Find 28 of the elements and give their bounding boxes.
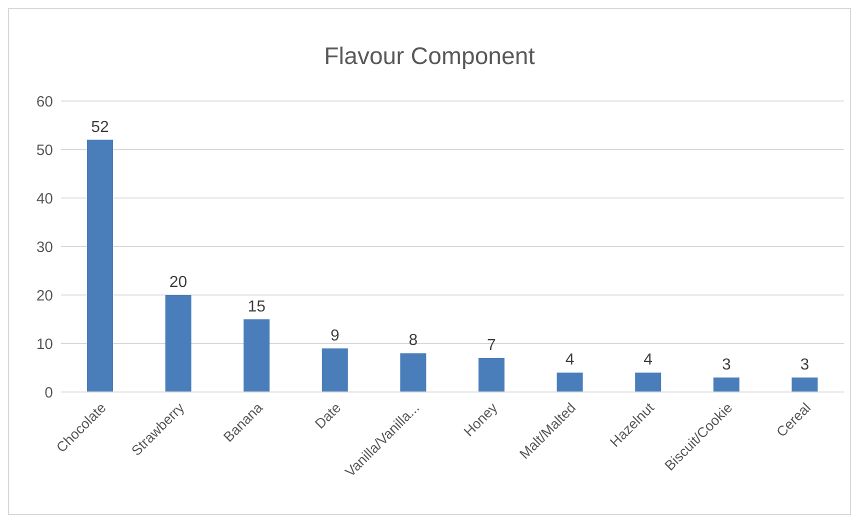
bar bbox=[556, 372, 583, 392]
data-label: 3 bbox=[800, 356, 810, 374]
bar bbox=[322, 348, 348, 392]
y-tick-label: 60 bbox=[36, 93, 53, 110]
data-label: 4 bbox=[565, 352, 574, 369]
data-label: 8 bbox=[408, 332, 418, 350]
bar bbox=[478, 358, 504, 392]
y-tick-label: 30 bbox=[36, 238, 53, 256]
bar bbox=[244, 319, 270, 392]
bar bbox=[713, 377, 740, 392]
data-label: 7 bbox=[487, 337, 496, 354]
data-label: 9 bbox=[330, 327, 340, 344]
data-label: 4 bbox=[644, 352, 653, 369]
data-label: 15 bbox=[248, 298, 266, 316]
data-label: 3 bbox=[722, 356, 731, 374]
y-tick-label: 0 bbox=[44, 384, 53, 402]
bar bbox=[400, 353, 426, 392]
data-label: 52 bbox=[91, 118, 109, 136]
y-tick-label: 20 bbox=[36, 287, 53, 304]
bar bbox=[165, 295, 192, 392]
bar bbox=[87, 140, 113, 392]
y-tick-label: 10 bbox=[36, 336, 53, 353]
data-label: 20 bbox=[169, 274, 188, 291]
bar bbox=[792, 377, 818, 392]
y-tick-label: 50 bbox=[36, 142, 53, 159]
chart-title: Flavour Component bbox=[323, 43, 536, 71]
bar bbox=[635, 372, 662, 392]
y-tick-label: 40 bbox=[36, 190, 53, 208]
